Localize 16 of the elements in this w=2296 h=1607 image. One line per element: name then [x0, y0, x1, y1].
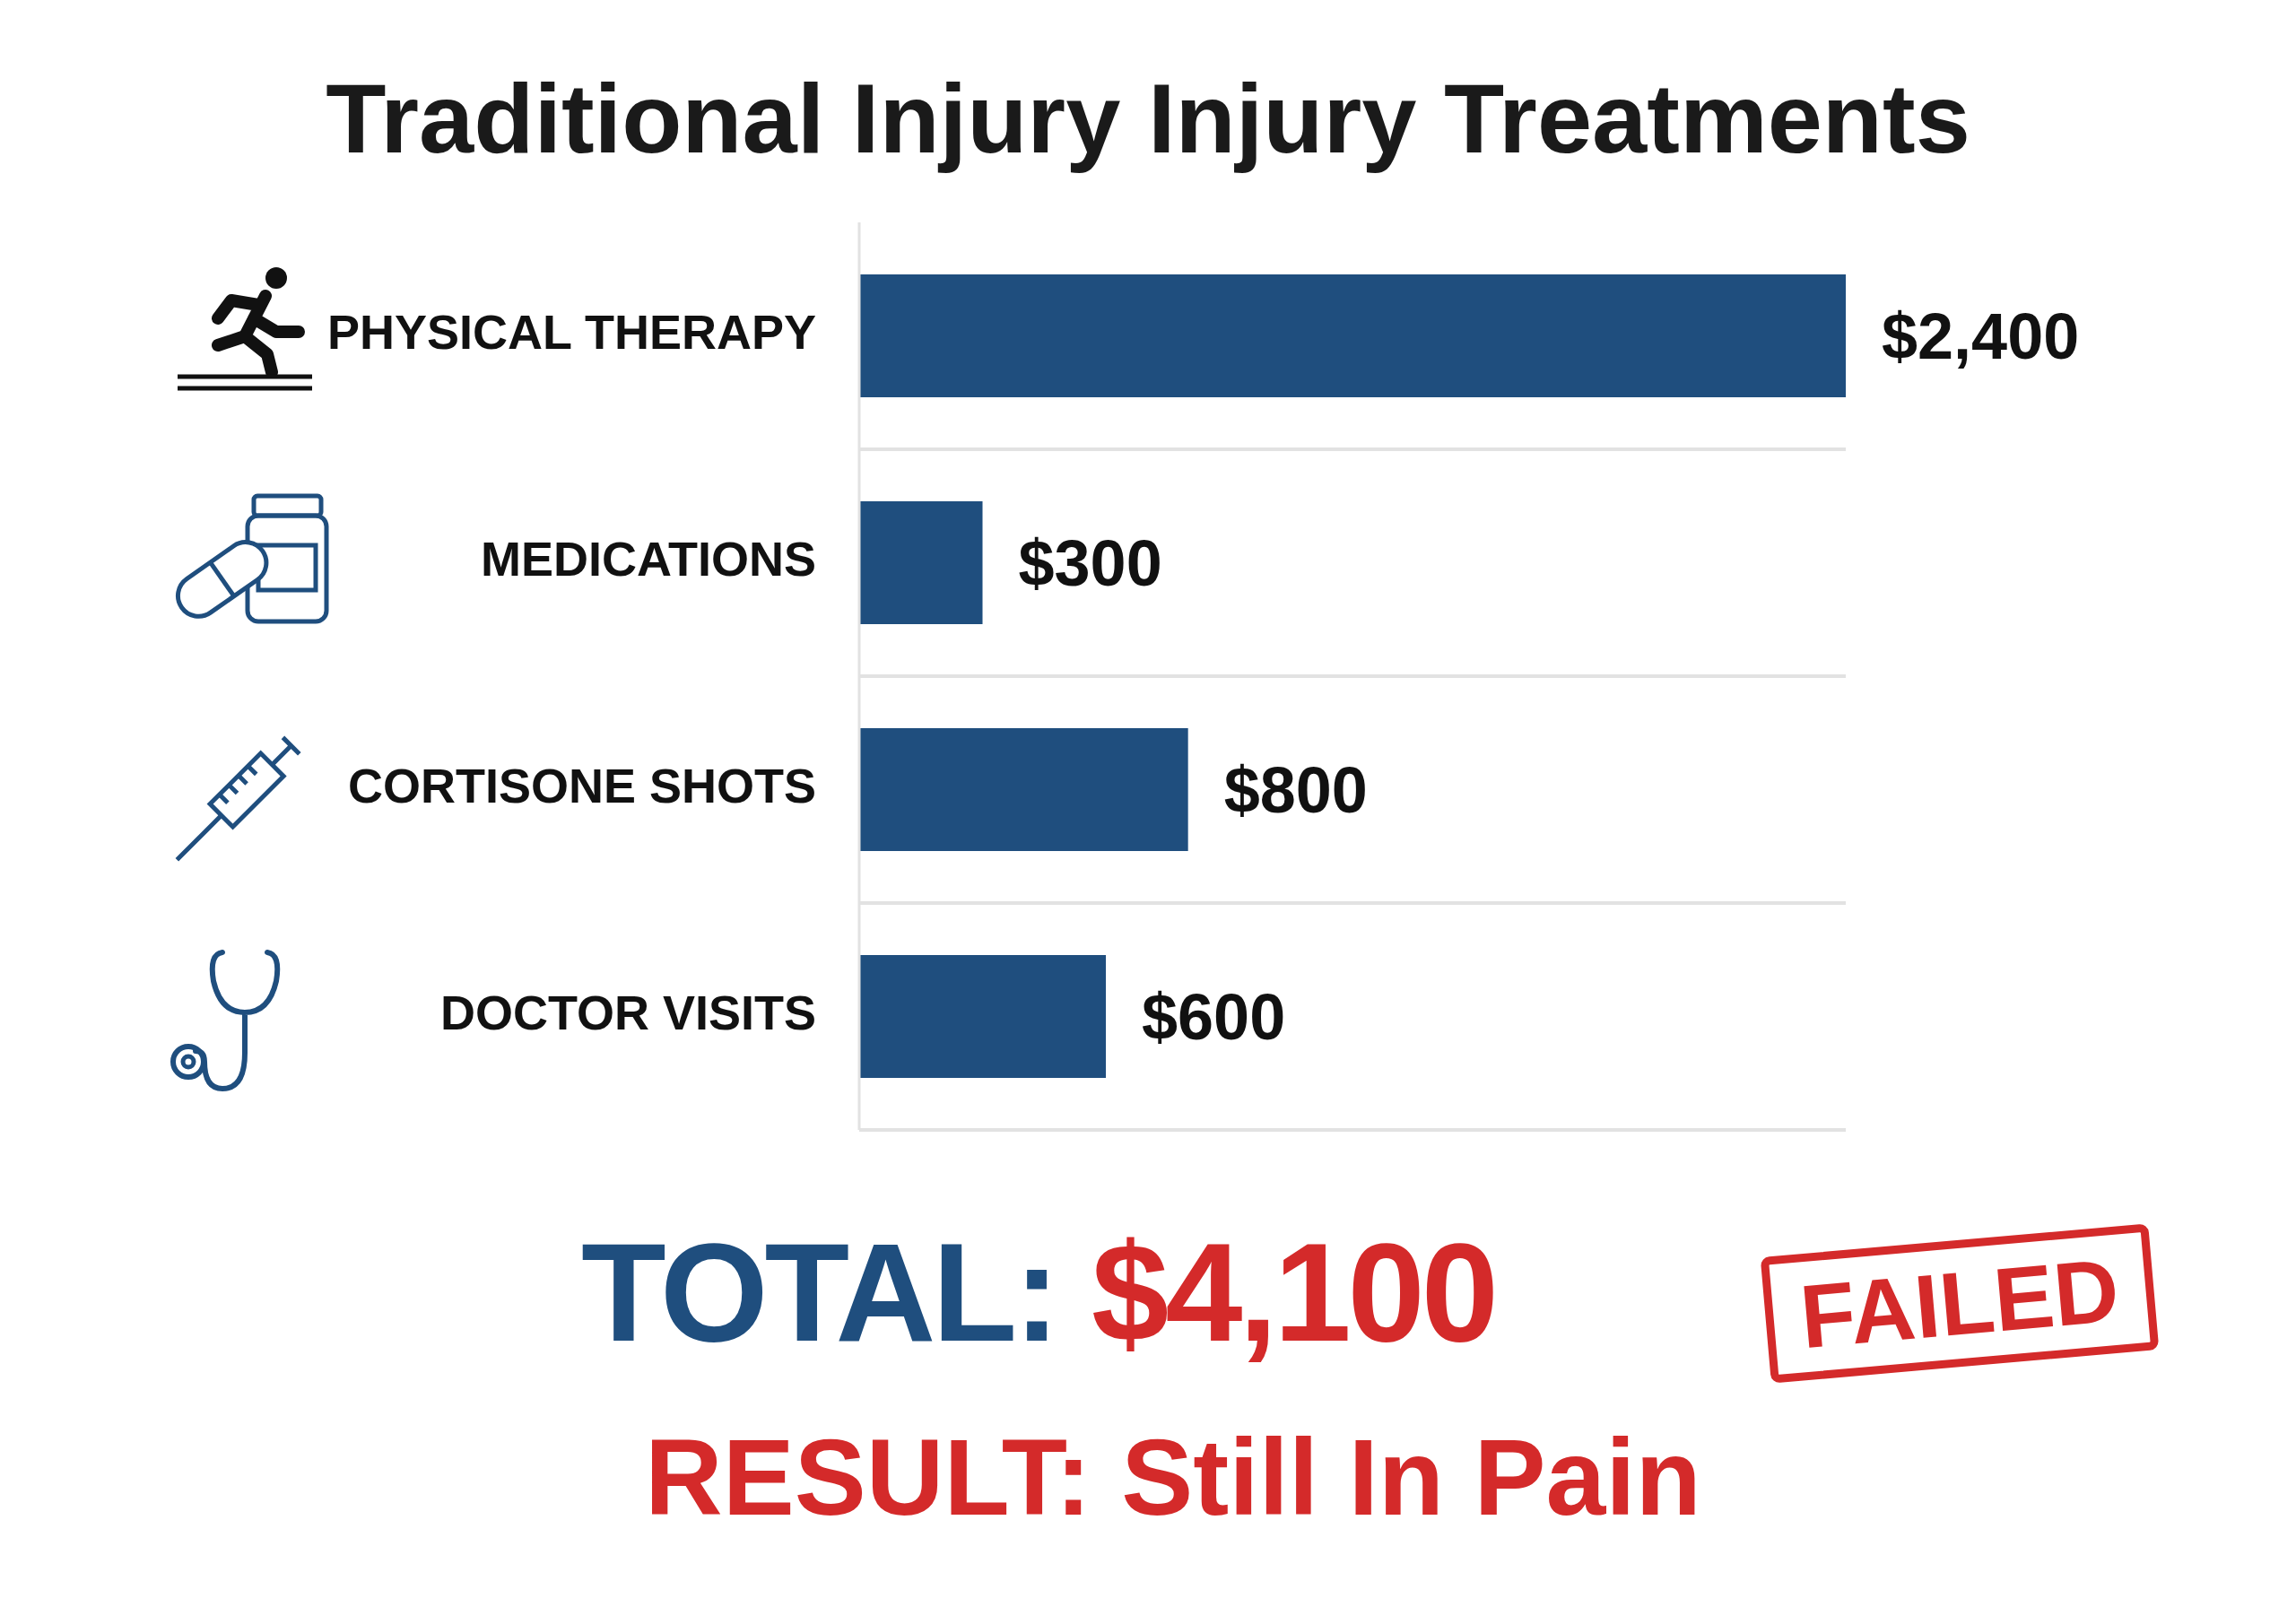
- y-tick-label: DOCTOR VISITS: [439, 985, 816, 1039]
- text: FAILED: [1760, 1223, 2159, 1384]
- data-label: $800: [1223, 754, 1368, 827]
- data-label: $300: [1018, 527, 1162, 600]
- y-tick-label: CORTISONE SHOTS: [347, 758, 816, 812]
- text: RESULT: Still In Pain: [644, 1416, 1702, 1539]
- bar: [859, 501, 983, 624]
- bar: [859, 728, 1188, 851]
- data-label: $600: [1142, 981, 1286, 1054]
- bar: [859, 274, 1846, 397]
- y-tick-label: MEDICATIONS: [481, 531, 816, 586]
- text: TOTAL: $4,100: [581, 1215, 1496, 1370]
- chart-title: Traditional Injury Injury Treatments: [325, 62, 1971, 175]
- data-label: $2,400: [1882, 300, 2080, 373]
- y-tick-label: PHYSICAL THERAPY: [326, 304, 816, 359]
- bar: [859, 955, 1106, 1078]
